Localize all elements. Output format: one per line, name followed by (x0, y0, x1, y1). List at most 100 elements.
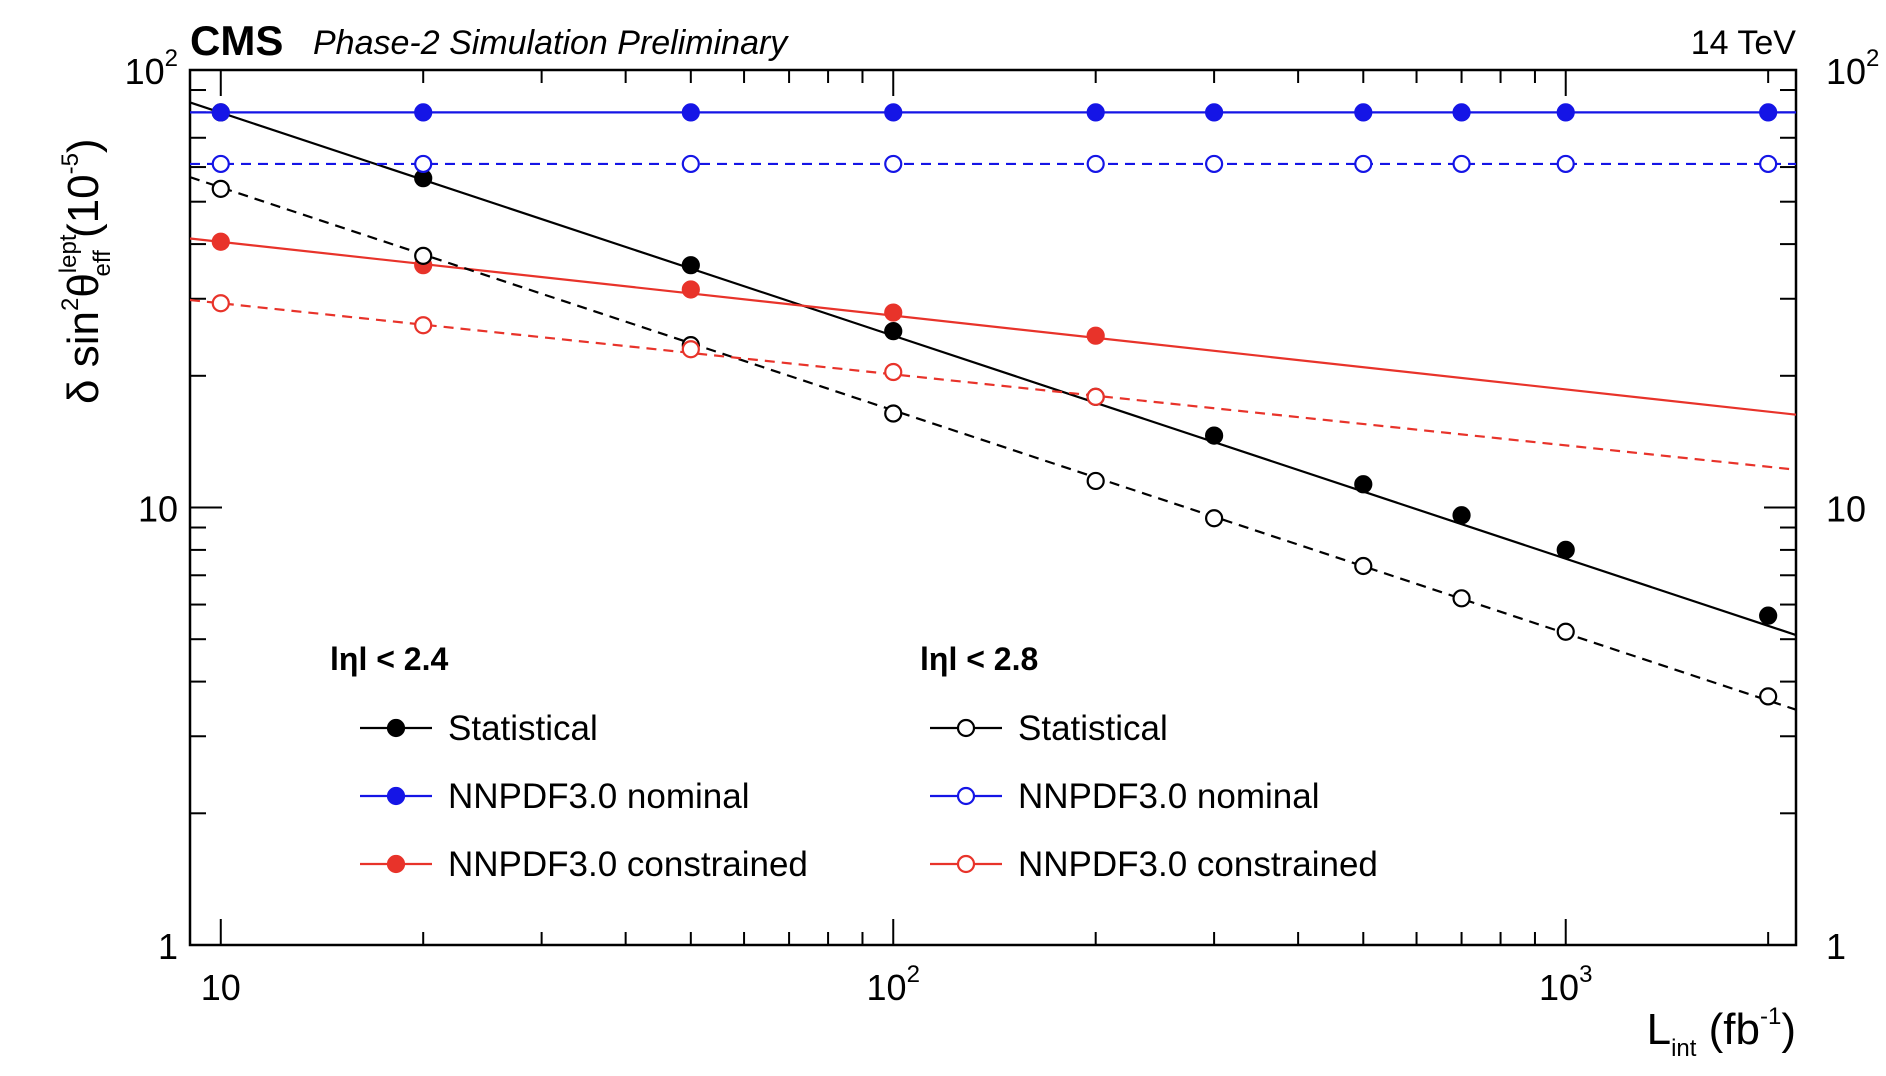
data-point (1354, 556, 1373, 576)
data-point (414, 246, 433, 265)
y-tick-label-right: 10 (1826, 489, 1866, 530)
x-axis-title-unit: (fb (1696, 1005, 1760, 1054)
legend-header-eta24: lηl < 2.4 (330, 641, 448, 677)
series-line (189, 101, 1797, 637)
x-tick-label-exp: 3 (1579, 961, 1592, 988)
x-tick-label-base: 10 (867, 967, 907, 1008)
series-4 (190, 154, 1796, 174)
data-point (1086, 387, 1105, 406)
data-point (1556, 540, 1575, 559)
data-point (1759, 103, 1778, 122)
legend-entry-1: NNPDF3.0 nominal (360, 777, 750, 816)
x-tick-label: 103 (1539, 961, 1592, 1008)
data-point (1452, 154, 1471, 174)
data-point (211, 154, 230, 174)
x-axis-title-unit-close: ) (1781, 1005, 1796, 1054)
series-5 (189, 294, 1797, 471)
data-point (414, 103, 433, 122)
legend-marker (386, 718, 406, 738)
data-point (1205, 154, 1224, 174)
y-tick-label-right: 1 (1826, 926, 1846, 967)
y-axis-title-sub: eff (89, 250, 116, 277)
y-tick-label-left-exp: 2 (165, 45, 178, 72)
y-tick-label-right-exp: 2 (1866, 45, 1879, 72)
legend-entry-2: NNPDF3.0 constrained (360, 845, 808, 884)
data-point (1086, 471, 1105, 491)
data-point (1759, 687, 1778, 706)
data-point (884, 362, 903, 382)
y-axis-title-delta: δ sin (59, 311, 108, 404)
data-point (884, 404, 903, 423)
series-line (189, 298, 1797, 471)
data-point (211, 179, 230, 198)
data-point (884, 103, 903, 122)
data-point (884, 303, 903, 322)
legend-label: NNPDF3.0 nominal (1018, 777, 1320, 816)
data-point (884, 154, 903, 174)
legend-entry-5: NNPDF3.0 constrained (930, 845, 1378, 884)
data-point (414, 154, 433, 174)
chart-subtitle: Phase-2 Simulation Preliminary (313, 24, 789, 62)
data-point (1354, 103, 1373, 122)
series-3 (189, 176, 1797, 711)
y-axis-title-theta: θ (59, 273, 108, 297)
series-1 (190, 103, 1796, 122)
legend-header-eta28: lηl < 2.8 (920, 641, 1038, 677)
data-point (1452, 589, 1471, 608)
data-point (1086, 154, 1105, 174)
data-point (211, 294, 230, 313)
legend-entry-0: Statistical (360, 709, 598, 748)
y-tick-label-right-base: 10 (1826, 51, 1866, 92)
legend-marker (956, 718, 976, 738)
y-axis-title-unit-sup: -5 (57, 153, 84, 174)
series-line (189, 237, 1797, 416)
data-point (1205, 103, 1224, 122)
x-axis-title-main: L (1647, 1005, 1671, 1054)
x-axis-title: Lint (fb-1) (1647, 1003, 1796, 1062)
data-point (414, 316, 433, 335)
y-tick-label-right-base: 10 (1826, 489, 1866, 530)
y-axis-title: δ sin2θlept eff (10-5) (55, 138, 116, 404)
x-tick-label-base: 10 (201, 967, 241, 1008)
y-tick-label-left-base: 10 (125, 51, 165, 92)
data-point (1205, 509, 1224, 528)
y-tick-label-right-base: 1 (1826, 926, 1846, 967)
y-tick-label-right: 102 (1826, 45, 1879, 92)
data-point (1086, 103, 1105, 122)
y-axis-title-unit-close: ) (59, 138, 108, 153)
data-point (681, 103, 700, 122)
y-axis-title-sup: lept (55, 234, 82, 273)
data-point (1759, 606, 1778, 625)
data-point (1759, 154, 1778, 174)
y-tick-label-left-base: 10 (138, 489, 178, 530)
cms-label: CMS (190, 17, 283, 64)
data-point (1354, 475, 1373, 494)
data-point (1556, 622, 1575, 641)
y-axis-title-unit: (10 (59, 174, 108, 250)
legend-label: Statistical (1018, 709, 1168, 748)
x-tick-label: 102 (867, 961, 920, 1008)
data-point (884, 322, 903, 341)
legend-label: Statistical (448, 709, 598, 748)
legend-label: NNPDF3.0 constrained (448, 845, 808, 884)
legend-marker (386, 786, 406, 806)
x-tick-label-base: 10 (1539, 967, 1579, 1008)
data-point (1452, 506, 1471, 525)
legend-label: NNPDF3.0 constrained (1018, 845, 1378, 884)
data-point (1556, 154, 1575, 174)
data-point (1086, 326, 1105, 345)
y-tick-label-left: 1 (158, 926, 178, 967)
series-2 (189, 232, 1797, 416)
x-axis-title-unit-sup: -1 (1760, 1003, 1781, 1030)
data-point (681, 280, 700, 299)
y-tick-label-left: 10 (138, 489, 178, 530)
legend: Statistical NNPDF3.0 nominal NNPDF3.0 cons… (360, 709, 1378, 884)
series-layer (189, 101, 1797, 711)
y-axis-title-sq: 2 (57, 298, 84, 311)
x-tick-label-exp: 2 (907, 961, 920, 988)
data-point (681, 256, 700, 275)
data-point (211, 232, 230, 251)
legend-marker (956, 786, 976, 806)
